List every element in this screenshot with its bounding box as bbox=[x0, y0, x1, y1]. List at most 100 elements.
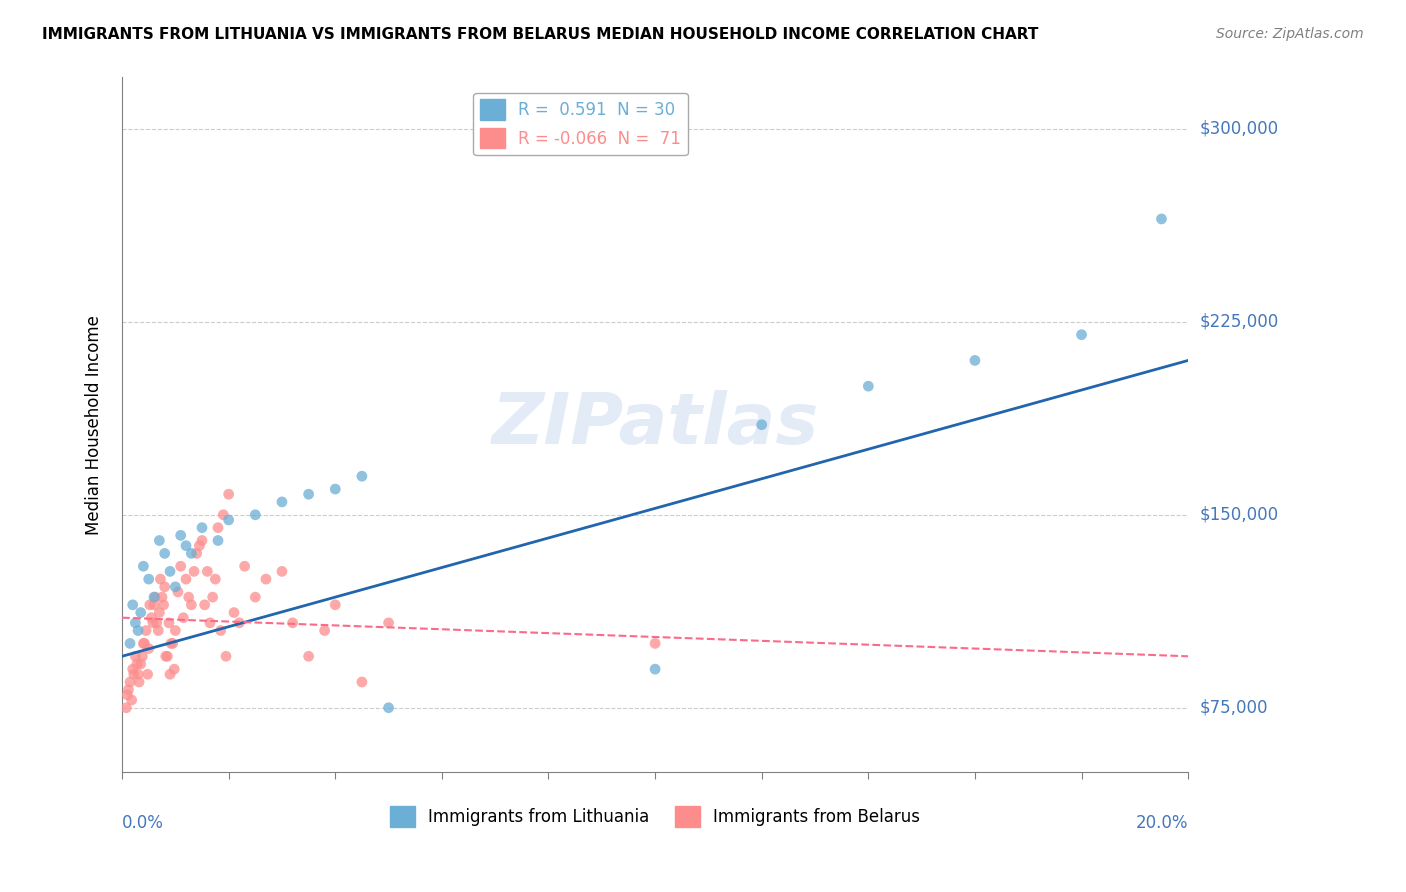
Point bbox=[118, 636, 141, 650]
Point bbox=[254, 572, 277, 586]
Point bbox=[751, 417, 773, 432]
Point bbox=[117, 682, 139, 697]
Y-axis label: Median Household Income: Median Household Income bbox=[86, 315, 103, 534]
Point bbox=[644, 636, 666, 650]
Point bbox=[350, 675, 373, 690]
Point bbox=[377, 615, 399, 630]
Point bbox=[245, 508, 267, 522]
Point bbox=[129, 657, 152, 671]
Point bbox=[298, 487, 321, 501]
Text: 0.0%: 0.0% bbox=[122, 814, 165, 831]
Point bbox=[121, 693, 143, 707]
Point bbox=[281, 615, 304, 630]
Text: Source: ZipAtlas.com: Source: ZipAtlas.com bbox=[1216, 27, 1364, 41]
Point bbox=[233, 559, 256, 574]
Point bbox=[165, 624, 187, 638]
Point bbox=[143, 598, 166, 612]
Point bbox=[153, 546, 176, 560]
Point bbox=[148, 533, 170, 548]
Text: IMMIGRANTS FROM LITHUANIA VS IMMIGRANTS FROM BELARUS MEDIAN HOUSEHOLD INCOME COR: IMMIGRANTS FROM LITHUANIA VS IMMIGRANTS … bbox=[42, 27, 1039, 42]
Point bbox=[222, 606, 245, 620]
Point bbox=[167, 585, 190, 599]
Point bbox=[198, 615, 221, 630]
Point bbox=[177, 590, 200, 604]
Point bbox=[143, 590, 166, 604]
Point bbox=[298, 649, 321, 664]
Point bbox=[194, 598, 217, 612]
Point bbox=[145, 615, 167, 630]
Point bbox=[644, 662, 666, 676]
Point bbox=[188, 539, 211, 553]
Point bbox=[142, 615, 165, 630]
Point bbox=[191, 521, 214, 535]
Point bbox=[115, 700, 138, 714]
Point bbox=[195, 565, 218, 579]
Point bbox=[150, 590, 173, 604]
Point bbox=[165, 580, 187, 594]
Point bbox=[132, 559, 155, 574]
Point bbox=[323, 482, 346, 496]
Point bbox=[201, 590, 224, 604]
Point bbox=[135, 624, 157, 638]
Point bbox=[117, 688, 139, 702]
Point bbox=[152, 598, 174, 612]
Point bbox=[207, 521, 229, 535]
Point bbox=[186, 546, 208, 560]
Point bbox=[156, 649, 179, 664]
Point bbox=[245, 590, 267, 604]
Point bbox=[180, 546, 202, 560]
Point bbox=[121, 598, 143, 612]
Point bbox=[215, 649, 238, 664]
Point bbox=[172, 610, 194, 624]
Point bbox=[124, 649, 146, 664]
Point bbox=[127, 624, 149, 638]
Point bbox=[155, 649, 177, 664]
Point bbox=[207, 533, 229, 548]
Point bbox=[125, 657, 148, 671]
Point bbox=[157, 615, 180, 630]
Text: $75,000: $75,000 bbox=[1199, 698, 1268, 717]
Point bbox=[170, 528, 193, 542]
Point bbox=[1150, 211, 1173, 226]
Point bbox=[159, 667, 181, 681]
Point bbox=[170, 559, 193, 574]
Point bbox=[314, 624, 336, 638]
Point bbox=[128, 675, 150, 690]
Point bbox=[143, 590, 166, 604]
Point bbox=[127, 667, 149, 681]
Point bbox=[350, 469, 373, 483]
Point bbox=[131, 649, 153, 664]
Point bbox=[163, 662, 186, 676]
Point bbox=[129, 606, 152, 620]
Point bbox=[204, 572, 226, 586]
Point bbox=[124, 615, 146, 630]
Point bbox=[162, 636, 184, 650]
Point bbox=[148, 624, 170, 638]
Point bbox=[153, 580, 176, 594]
Point bbox=[138, 641, 160, 656]
Point bbox=[858, 379, 880, 393]
Point bbox=[212, 508, 235, 522]
Legend: Immigrants from Lithuania, Immigrants from Belarus: Immigrants from Lithuania, Immigrants fr… bbox=[384, 799, 927, 833]
Point bbox=[209, 624, 232, 638]
Point bbox=[149, 572, 172, 586]
Point bbox=[139, 598, 162, 612]
Text: $225,000: $225,000 bbox=[1199, 313, 1278, 331]
Text: $150,000: $150,000 bbox=[1199, 506, 1278, 524]
Point bbox=[183, 565, 205, 579]
Point bbox=[160, 636, 183, 650]
Point bbox=[122, 667, 145, 681]
Point bbox=[159, 565, 181, 579]
Point bbox=[218, 487, 240, 501]
Point bbox=[174, 572, 197, 586]
Point bbox=[134, 636, 156, 650]
Point bbox=[180, 598, 202, 612]
Point bbox=[174, 539, 197, 553]
Text: $300,000: $300,000 bbox=[1199, 120, 1278, 138]
Point bbox=[138, 572, 160, 586]
Point bbox=[121, 662, 143, 676]
Point bbox=[963, 353, 986, 368]
Point bbox=[132, 636, 155, 650]
Point bbox=[271, 565, 294, 579]
Point bbox=[136, 667, 159, 681]
